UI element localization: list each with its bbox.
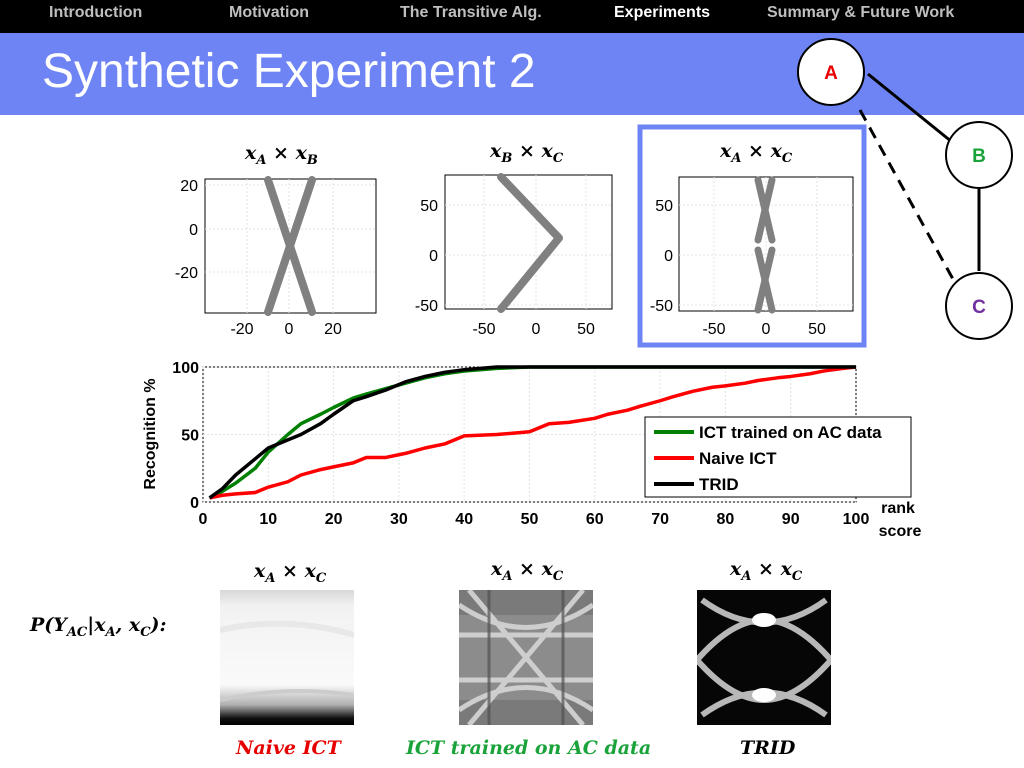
scatter-bc-ytick: 50 — [420, 198, 438, 215]
nav-item-introduction[interactable]: Introduction — [49, 4, 143, 21]
scatter-ab-ytick: 0 — [189, 222, 198, 239]
chart-ylabel: Recognition % — [142, 378, 159, 489]
chart-xlabel-line1: rank — [881, 500, 915, 517]
series-ict-trained-on-ac — [208, 365, 856, 500]
chart-xtick-label: 10 — [259, 511, 277, 528]
caption-ict-ac: ICT trained on AC data — [406, 737, 652, 759]
node-c — [945, 272, 1013, 340]
caption-trid: TRID — [740, 737, 796, 759]
scatter-ab-band-2 — [264, 176, 316, 316]
scatter-bc-xtick: 50 — [577, 321, 595, 338]
nav-item-transitive-alg[interactable]: The Transitive Alg. — [400, 4, 542, 21]
chart-ytick-label: 50 — [181, 428, 199, 445]
scatter-title-bc: xB × xC — [490, 140, 564, 166]
scatter-ac-xtick: 0 — [762, 321, 771, 338]
scatter-ac-ytick: 0 — [664, 248, 673, 265]
top-navigation: Introduction Motivation The Transitive A… — [0, 0, 1024, 33]
chart-series — [208, 365, 857, 500]
scatter-ab-xtick: 0 — [285, 321, 294, 338]
series-trid — [208, 365, 856, 500]
scatter-bc-ytick: 0 — [429, 248, 438, 265]
series-naive-ict — [209, 365, 857, 500]
node-b — [945, 121, 1013, 189]
heatmap-naive-ict — [220, 590, 354, 725]
scatter-ab-ytick: -20 — [175, 265, 198, 282]
scatter-ab-xtick: -20 — [230, 321, 253, 338]
scatter-ac-xtick: 50 — [808, 321, 826, 338]
chart-ytick-label: 0 — [190, 495, 199, 512]
chart-xticks: 0 10 20 30 40 50 60 70 80 90 100 — [199, 511, 870, 528]
heatmap-title-naive: xA × xC — [254, 560, 327, 586]
chart-yticks: 0 50 100 — [172, 360, 199, 512]
heatmap-ict-ac — [459, 590, 593, 725]
scatter-plot-bc: 50 0 -50 -50 0 50 — [415, 173, 613, 338]
scatter-ab-ytick: 20 — [180, 178, 198, 195]
legend-label-naive-ict: Naive ICT — [699, 449, 777, 468]
scatter-ac-band-3 — [754, 246, 776, 314]
chart-xtick-label: 50 — [521, 511, 539, 528]
chart-xtick-label: 90 — [782, 511, 800, 528]
chart-xtick-label: 20 — [325, 511, 343, 528]
chart-grid — [202, 366, 857, 503]
chart-xtick-label: 60 — [586, 511, 604, 528]
scatter-ab-band-1 — [264, 176, 316, 316]
scatter-ac-ytick: -50 — [650, 298, 673, 315]
scatter-ac-band-1 — [754, 176, 776, 244]
chart-legend: ICT trained on AC data Naive ICT TRID — [644, 416, 912, 498]
scatter-ac-band-2 — [754, 176, 776, 244]
node-b-label: B — [972, 146, 986, 167]
chart-xtick-label: 30 — [390, 511, 408, 528]
scatter-bc-xtick: -50 — [472, 321, 495, 338]
scatter-ac-ytick: 50 — [655, 198, 673, 215]
scatter-ab-xtick: 20 — [324, 321, 342, 338]
legend-label-ict-ac: ICT trained on AC data — [699, 423, 882, 442]
chart-xtick-label: 40 — [455, 511, 473, 528]
scatter-title-ac: xA × xC — [720, 140, 793, 166]
nav-item-experiments[interactable]: Experiments — [614, 4, 711, 21]
scatter-ac-xtick: -50 — [702, 321, 725, 338]
chart-frame — [202, 366, 857, 503]
node-c-label: C — [972, 297, 986, 318]
scatter-bc-band — [497, 173, 563, 313]
chart-xtick-label: 70 — [651, 511, 669, 528]
nav-item-summary[interactable]: Summary & Future Work — [767, 4, 955, 21]
slide-title: Synthetic Experiment 2 — [42, 45, 536, 98]
heatmap-title-trid: xA × xC — [730, 558, 803, 584]
scatter-plot-ab: 20 0 -20 -20 0 20 — [175, 176, 377, 338]
scatter-bc-ytick: -50 — [415, 298, 438, 315]
chart-ytick-label: 100 — [172, 360, 199, 377]
scatter-title-ab: xA × xB — [245, 142, 318, 168]
edge-a-c-dashed — [858, 109, 956, 282]
chart-xtick-label: 100 — [843, 511, 870, 528]
chart-xtick-label: 80 — [717, 511, 735, 528]
legend-label-trid: TRID — [699, 475, 739, 494]
caption-naive-ict: Naive ICT — [236, 737, 341, 759]
chart-xlabel-line2: score — [879, 523, 922, 540]
heatmap-title-ict-ac: xA × xC — [491, 558, 564, 584]
scatter-bc-xtick: 0 — [532, 321, 541, 338]
title-bar: Synthetic Experiment 2 — [0, 33, 1024, 115]
heatmap-trid — [697, 590, 831, 725]
posterior-label: P(YAC|xA, xC): — [30, 614, 167, 640]
scatter-ac-band-4 — [754, 246, 776, 314]
nav-item-motivation[interactable]: Motivation — [229, 4, 309, 21]
chart-xtick-label: 0 — [199, 511, 208, 528]
